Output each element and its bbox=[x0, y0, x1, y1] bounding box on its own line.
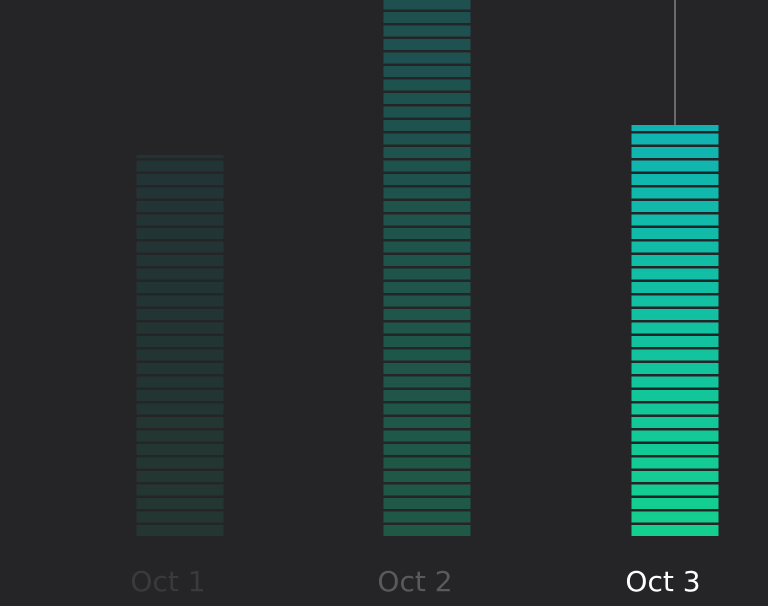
bar[interactable] bbox=[136, 155, 224, 537]
bar-group[interactable] bbox=[136, 155, 224, 537]
x-tick-label[interactable]: Oct 2 bbox=[377, 565, 452, 598]
x-tick-label[interactable]: Oct 3 bbox=[625, 565, 700, 598]
bar-group[interactable] bbox=[631, 125, 719, 537]
bar[interactable] bbox=[631, 125, 719, 537]
bar-group[interactable] bbox=[383, 0, 471, 537]
x-tick-label[interactable]: Oct 1 bbox=[130, 565, 205, 598]
bar[interactable] bbox=[383, 0, 471, 537]
